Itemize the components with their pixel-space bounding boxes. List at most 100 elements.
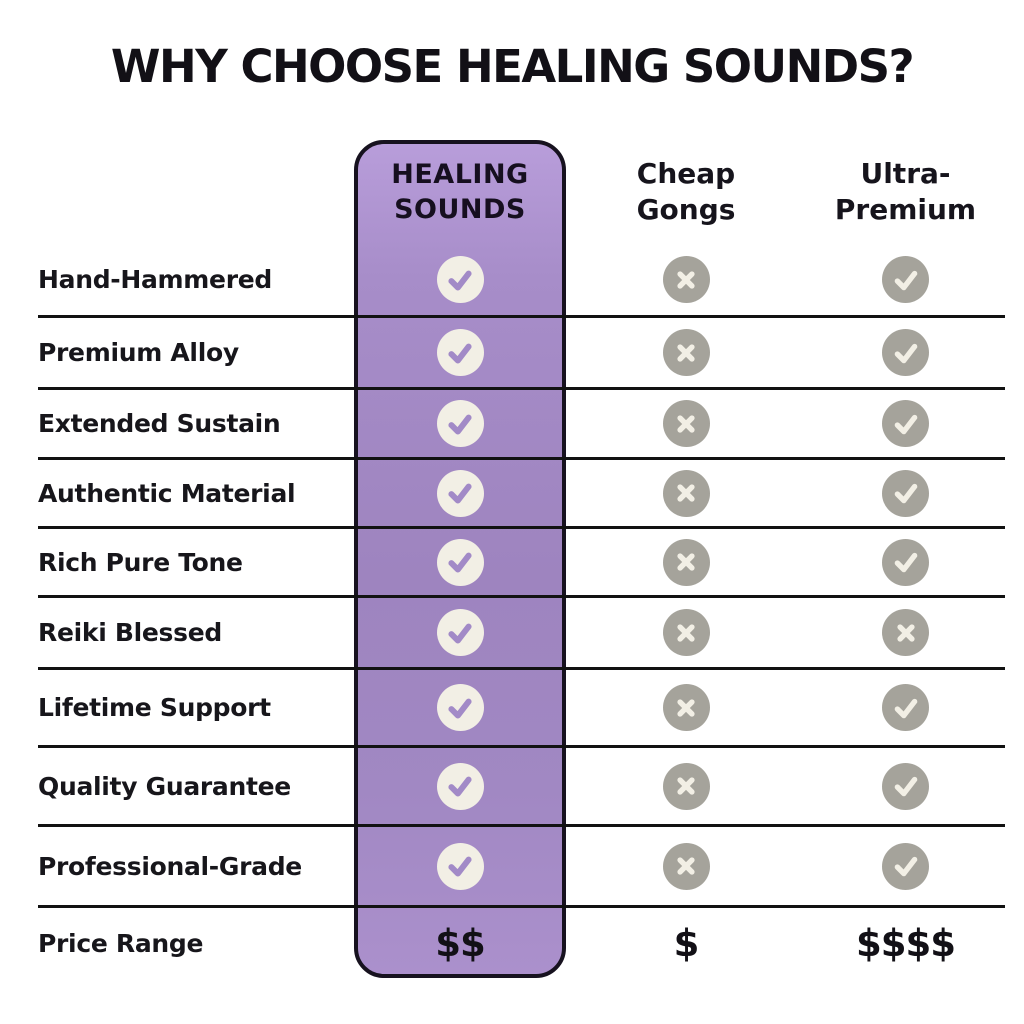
column-header-cheap-gongs: Cheap Gongs: [636, 156, 736, 226]
cell-ultra: [806, 842, 1005, 890]
price-value-ultra: $$$$: [856, 921, 956, 965]
check-icon: [448, 623, 472, 643]
check-icon: [894, 483, 917, 504]
cell-healing: [354, 256, 566, 303]
check-icon: [448, 343, 472, 363]
feature-label: Lifetime Support: [38, 693, 271, 722]
column-header-cell-cheap-gongs: Cheap Gongs: [566, 156, 806, 229]
table-row: Rich Pure Tone: [38, 529, 1005, 598]
cell-ultra: [806, 684, 1005, 731]
cross-icon: [677, 623, 695, 642]
check-icon: [448, 552, 472, 573]
check-icon: [448, 698, 472, 718]
table-row: Premium Alloy: [38, 318, 1005, 390]
column-header-cell-ultra-premium: Ultra- Premium: [806, 156, 1005, 229]
cross-badge: [662, 842, 710, 890]
cell-healing: [354, 469, 566, 517]
table-row: Lifetime Support: [38, 670, 1005, 748]
check-icon: [894, 552, 917, 573]
check-badge: [882, 400, 929, 447]
cross-icon: [677, 270, 695, 289]
table-row: Reiki Blessed: [38, 598, 1005, 670]
cross-badge: [662, 684, 710, 731]
feature-label: Price Range: [38, 928, 204, 958]
check-badge: [436, 684, 484, 731]
table-row: Extended Sustain: [38, 390, 1005, 460]
cell-cheap: [566, 469, 806, 517]
cell-ultra: [806, 762, 1005, 810]
cross-icon: [677, 484, 695, 502]
cell-cheap: [566, 256, 806, 303]
cell-healing: $$: [354, 922, 566, 965]
cell-ultra: [806, 329, 1005, 376]
feature-label: Authentic Material: [38, 478, 296, 508]
check-icon: [894, 343, 917, 363]
check-icon: [894, 414, 917, 434]
check-badge: [436, 469, 484, 517]
cell-healing: [354, 842, 566, 890]
column-header-healing-sounds: HEALING SOUNDS: [391, 158, 529, 225]
table-row: Hand-Hammered: [38, 244, 1005, 318]
feature-label: Extended Sustain: [38, 409, 281, 438]
feature-label: Premium Alloy: [38, 338, 239, 367]
cell-cheap: [566, 400, 806, 447]
cell-ultra: [806, 538, 1005, 586]
check-icon: [448, 270, 472, 290]
price-value-healing: $$: [435, 921, 485, 965]
check-badge: [882, 762, 929, 810]
check-badge: [436, 400, 484, 447]
price-row: Price Range $$ $ $$$$: [38, 908, 1005, 978]
cross-badge: [662, 469, 710, 517]
cell-ultra: [806, 609, 1005, 656]
check-badge: [882, 469, 929, 517]
cell-ultra: $$$$: [806, 922, 1005, 965]
check-icon: [448, 856, 472, 877]
cross-icon: [677, 777, 695, 795]
cell-cheap: [566, 609, 806, 656]
check-badge: [882, 684, 929, 731]
check-badge: [436, 609, 484, 656]
cell-cheap: $: [566, 922, 806, 965]
cell-cheap: [566, 842, 806, 890]
cell-cheap: [566, 538, 806, 586]
check-badge: [436, 538, 484, 586]
cross-badge: [662, 538, 710, 586]
cell-cheap: [566, 684, 806, 731]
header-row: HEALING SOUNDS Cheap Gongs Ultra- Premiu…: [38, 140, 1005, 244]
check-badge: [436, 762, 484, 810]
cell-healing: [354, 762, 566, 810]
cell-ultra: [806, 400, 1005, 447]
cross-badge: [662, 609, 710, 656]
check-badge: [882, 256, 929, 303]
check-icon: [448, 483, 472, 504]
table-row: Professional-Grade: [38, 827, 1005, 908]
cell-healing: [354, 400, 566, 447]
check-icon: [894, 856, 917, 877]
check-badge: [436, 256, 484, 303]
cell-ultra: [806, 469, 1005, 517]
table-row: Quality Guarantee: [38, 748, 1005, 827]
check-icon: [894, 698, 917, 718]
check-badge: [436, 329, 484, 376]
cross-icon: [677, 414, 695, 433]
cross-badge: [662, 400, 710, 447]
cross-badge: [882, 609, 929, 656]
cell-healing: [354, 329, 566, 376]
cross-icon: [677, 553, 695, 571]
column-header-cell-healing-sounds: HEALING SOUNDS: [354, 157, 566, 227]
price-value-cheap: $: [673, 921, 700, 965]
cross-icon: [677, 857, 695, 875]
cell-healing: [354, 538, 566, 586]
cell-healing: [354, 684, 566, 731]
page-title: WHY CHOOSE HEALING SOUNDS?: [110, 40, 915, 93]
check-icon: [448, 414, 472, 434]
cell-cheap: [566, 762, 806, 810]
cross-icon: [677, 698, 695, 717]
feature-label: Quality Guarantee: [38, 771, 291, 801]
cell-healing: [354, 609, 566, 656]
check-icon: [894, 270, 917, 290]
check-badge: [436, 842, 484, 890]
feature-label: Professional-Grade: [38, 851, 302, 881]
table-body: Hand-Hammered Premium Alloy Extended Sus…: [38, 244, 1005, 978]
